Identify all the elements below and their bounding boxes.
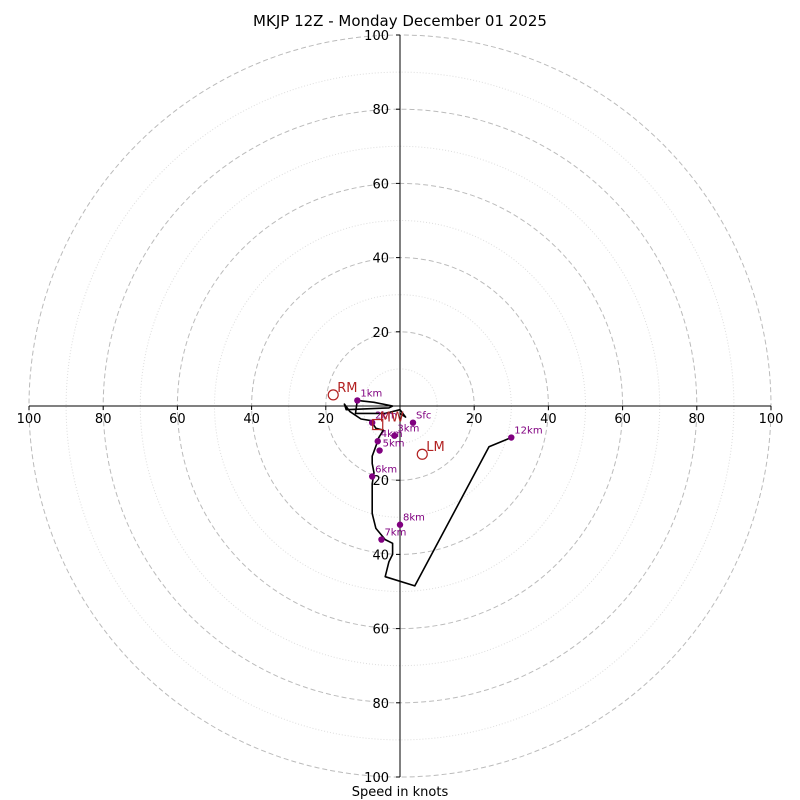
tick-label-up-40: 40 <box>372 252 389 267</box>
tick-label-right-40: 40 <box>540 412 557 427</box>
height-marker-label-7km: 7km <box>384 528 406 539</box>
tick-label-left-60: 60 <box>169 412 186 427</box>
tick-label-up-20: 20 <box>372 326 389 341</box>
storm-motion-label-RM: RM <box>337 381 357 396</box>
height-marker-7km <box>378 536 385 543</box>
height-marker-label-Sfc: Sfc <box>416 411 431 422</box>
tick-label-down-100: 100 <box>364 771 389 786</box>
tick-label-right-80: 80 <box>689 412 706 427</box>
tick-label-down-60: 60 <box>372 623 389 638</box>
tick-label-up-60: 60 <box>372 177 389 192</box>
tick-label-right-60: 60 <box>614 412 631 427</box>
height-marker-label-2km: 2km <box>375 411 397 422</box>
storm-motion-label-MW: MW <box>380 411 404 426</box>
storm-motion-marker-RM <box>327 389 339 401</box>
height-marker-label-4km: 4km <box>381 429 403 440</box>
height-marker-label-6km: 6km <box>375 464 397 475</box>
height-marker-12km <box>508 434 515 441</box>
height-marker-label-12km: 12km <box>514 426 542 437</box>
tick-label-down-80: 80 <box>372 697 389 712</box>
storm-motion-label-LM: LM <box>426 440 444 455</box>
height-marker-5km <box>376 447 383 454</box>
tick-label-right-20: 20 <box>466 412 483 427</box>
height-marker-6km <box>368 473 376 480</box>
height-marker-4km <box>374 438 381 445</box>
tick-labels: 20 40 60 80 100 20 40 60 80 100 20 40 60 80 100 20 40 60 8… <box>17 29 784 786</box>
height-marker-label-3km: 3km <box>397 424 419 435</box>
axes <box>29 35 771 777</box>
height-marker-label-5km: 5km <box>383 439 405 450</box>
height-marker-3km <box>391 432 398 439</box>
hodograph-line <box>343 399 512 587</box>
height-marker-Sfc <box>409 419 417 426</box>
hodograph-trace <box>343 399 512 587</box>
height-marker-8km <box>396 521 404 528</box>
height-marker-label-1km: 1km <box>360 388 382 399</box>
tick-label-left-20: 20 <box>318 412 335 427</box>
tick-label-left-100: 100 <box>17 412 42 427</box>
chart-title: MKJP 12Z - Monday December 01 2025 <box>253 12 547 30</box>
tick-label-down-20: 20 <box>372 474 389 489</box>
storm-motion-marker-MW <box>372 418 384 431</box>
height-marker-label-8km: 8km <box>403 513 425 524</box>
height-marker-1km <box>354 397 361 404</box>
tick-label-up-100: 100 <box>364 29 389 44</box>
tick-label-left-80: 80 <box>95 412 112 427</box>
tick-label-right-100: 100 <box>759 412 784 427</box>
storm-motions: RM LM MW <box>327 381 445 460</box>
tick-label-down-40: 40 <box>372 548 389 563</box>
x-axis-label: Speed in knots <box>352 785 449 800</box>
tick-label-up-80: 80 <box>372 103 389 118</box>
storm-motion-marker-LM <box>416 448 428 460</box>
tick-label-left-40: 40 <box>243 412 260 427</box>
